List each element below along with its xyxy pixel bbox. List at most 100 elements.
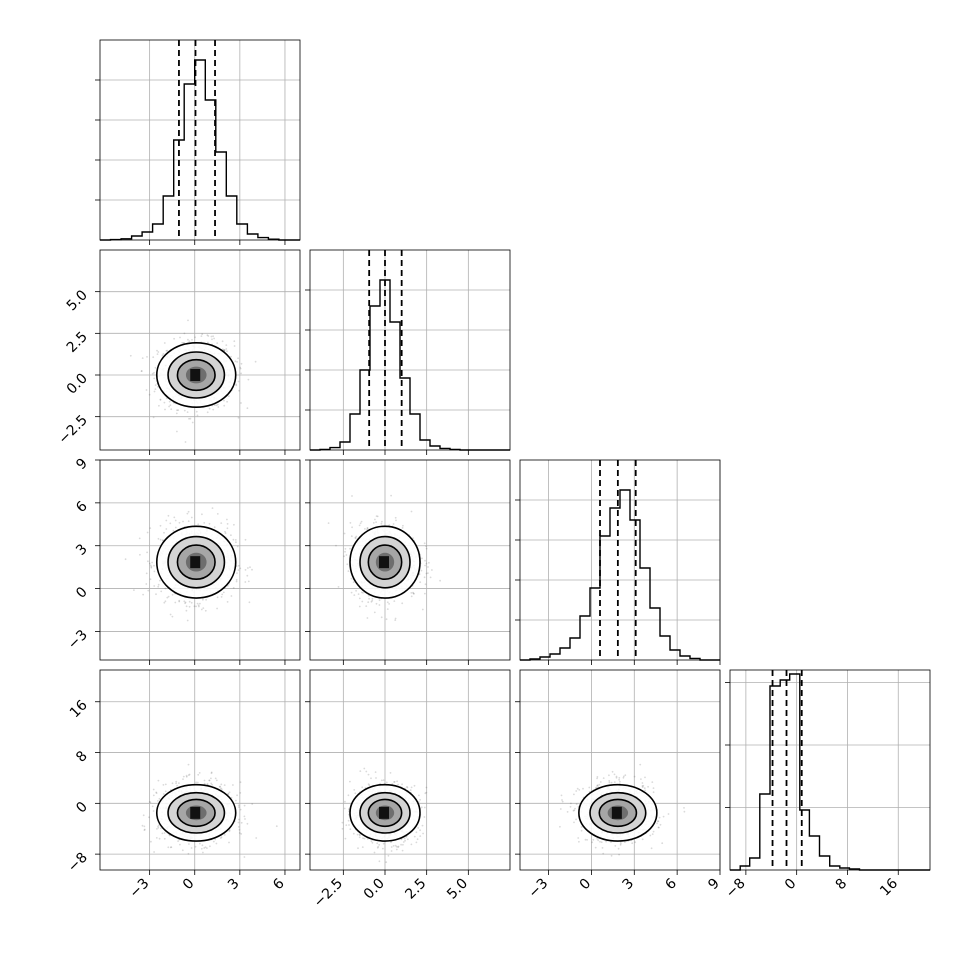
scatter-point <box>337 586 340 588</box>
scatter-point <box>142 814 145 817</box>
scatter-point <box>659 823 662 826</box>
scatter-point <box>208 407 211 410</box>
scatter-point <box>151 805 154 808</box>
scatter-point <box>133 589 135 591</box>
scatter-point <box>226 350 228 353</box>
scatter-point <box>212 335 215 338</box>
scatter-point <box>161 832 164 835</box>
scatter-point <box>164 408 166 411</box>
scatter-point <box>352 832 355 835</box>
scatter-point <box>198 605 200 608</box>
density-peak <box>190 369 201 381</box>
scatter-point <box>390 494 392 497</box>
scatter-point <box>327 522 330 524</box>
scatter-point <box>427 572 429 574</box>
scatter-point <box>228 841 230 844</box>
scatter-point <box>166 349 169 352</box>
scatter-point <box>396 780 398 783</box>
scatter-point <box>390 846 393 848</box>
scatter-point <box>375 521 377 523</box>
scatter-point <box>349 547 351 550</box>
scatter-point <box>351 526 353 529</box>
scatter-point <box>370 840 373 843</box>
scatter-point <box>234 360 237 363</box>
scatter-point <box>147 560 149 563</box>
scatter-point <box>149 564 152 567</box>
scatter-point <box>168 405 171 408</box>
scatter-point <box>356 833 359 836</box>
scatter-point <box>248 601 251 604</box>
scatter-point <box>181 341 184 344</box>
x-tick-label: −3 <box>127 876 153 902</box>
scatter-point <box>240 402 242 404</box>
scatter-point <box>152 794 155 797</box>
scatter-point <box>385 861 388 864</box>
scatter-point <box>357 847 359 850</box>
scatter-point <box>234 539 237 541</box>
scatter-point <box>173 337 176 340</box>
scatter-point <box>225 348 228 350</box>
x-tick-label: 0 <box>180 876 198 894</box>
scatter-point <box>246 574 249 577</box>
scatter-point <box>159 538 162 541</box>
scatter-point <box>187 319 189 322</box>
scatter-point <box>427 566 429 568</box>
scatter-point <box>153 390 156 393</box>
scatter-point <box>151 372 154 375</box>
scatter-point <box>186 619 189 622</box>
y-tick-label: 5.0 <box>64 287 91 314</box>
scatter-point <box>385 618 388 621</box>
scatter-point <box>592 838 595 841</box>
scatter-point <box>230 355 232 358</box>
scatter-point <box>143 829 146 831</box>
histogram-2 <box>520 489 720 661</box>
scatter-point <box>247 567 249 569</box>
y-tick-label: 16 <box>67 697 91 721</box>
scatter-point <box>206 782 209 785</box>
scatter-point <box>249 566 251 569</box>
scatter-point <box>392 845 395 847</box>
scatter-point <box>239 808 242 811</box>
x-tick-label: 0.0 <box>361 876 388 903</box>
scatter-point <box>179 336 181 339</box>
scatter-point <box>370 777 372 780</box>
scatter-point <box>206 411 209 414</box>
scatter-point <box>378 860 381 863</box>
scatter-point <box>371 841 374 844</box>
scatter-point <box>157 583 160 586</box>
scatter-point <box>169 613 172 616</box>
scatter-point <box>150 565 153 568</box>
scatter-point <box>237 821 240 824</box>
scatter-point <box>163 601 166 604</box>
y-tick-label: 0 <box>73 584 91 602</box>
scatter-point <box>350 591 353 594</box>
scatter-point <box>185 775 188 778</box>
scatter-point <box>175 780 178 783</box>
scatter-point <box>566 811 569 813</box>
x-tick-label: 2.5 <box>402 876 429 903</box>
scatter-point <box>424 583 427 586</box>
scatter-point <box>174 526 177 529</box>
scatter-point <box>343 555 345 558</box>
scatter-point <box>177 840 180 842</box>
scatter-point <box>341 827 344 830</box>
y-tick-label: 9 <box>73 456 91 474</box>
scatter-point <box>161 354 164 357</box>
scatter-point <box>350 577 353 580</box>
scatter-point <box>216 342 219 344</box>
scatter-point <box>215 842 218 845</box>
scatter-point <box>158 837 161 840</box>
scatter-point <box>376 515 379 518</box>
scatter-point <box>202 598 204 601</box>
scatter-point <box>348 824 350 826</box>
y-tick-label: −8 <box>65 850 91 876</box>
scatter-point <box>246 822 249 825</box>
scatter-point <box>174 601 177 604</box>
panel-2-2 <box>515 459 721 665</box>
scatter-point <box>184 602 187 605</box>
scatter-point <box>167 846 170 849</box>
scatter-point <box>225 344 228 346</box>
scatter-point <box>156 353 159 355</box>
scatter-point <box>175 412 178 415</box>
